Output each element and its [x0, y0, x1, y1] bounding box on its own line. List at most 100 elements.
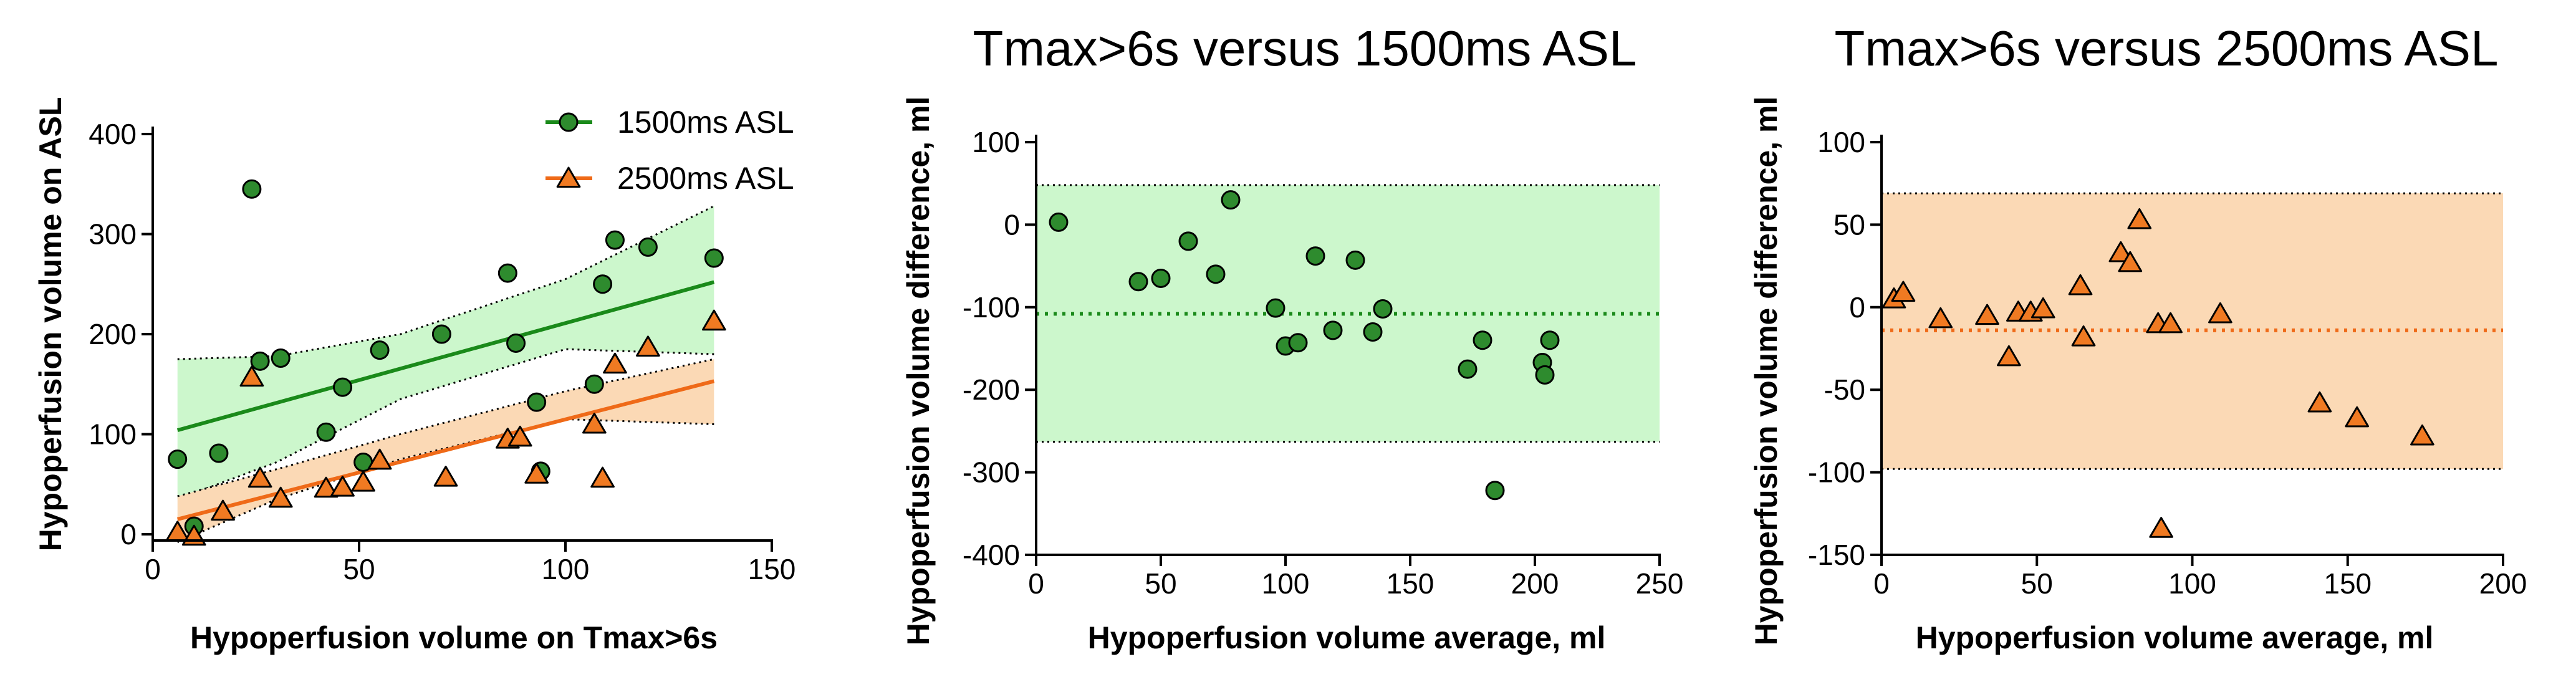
point-2500ms — [524, 463, 549, 484]
data-point — [1178, 231, 1198, 251]
band-2500ms — [177, 359, 714, 542]
limits-of-agreement-band — [1882, 193, 2503, 469]
data-point — [2031, 297, 2055, 319]
limits-of-agreement-band — [1036, 185, 1660, 442]
y-tick-label: 50 — [1833, 208, 1865, 241]
band-upper-edge — [177, 358, 714, 497]
data-point — [1535, 365, 1555, 385]
x-axis-label: Hypoperfusion volume average, ml — [1088, 620, 1606, 655]
x-tick-label: 200 — [1511, 567, 1559, 600]
x-tick-label: 150 — [748, 553, 796, 585]
point-2500ms — [211, 499, 235, 521]
data-point — [1485, 481, 1505, 501]
agreement-band — [1036, 185, 1660, 442]
data-point — [2307, 391, 2332, 413]
y-tick-label: -100 — [1808, 456, 1865, 489]
agreement-band — [1882, 193, 2503, 469]
point-2500ms — [433, 466, 458, 487]
point-1500ms — [605, 230, 625, 250]
x-tick-label: 50 — [1145, 567, 1176, 600]
data-point — [1891, 281, 1916, 302]
x-tick-label: 100 — [2168, 567, 2216, 600]
band-1500ms — [177, 206, 714, 499]
point-2500ms — [367, 448, 392, 470]
point-2500ms — [636, 335, 660, 357]
y-tick-label: 300 — [89, 218, 137, 251]
legend-symbol — [559, 112, 579, 132]
data-point — [1323, 320, 1343, 340]
data-point — [1305, 246, 1325, 266]
panel-bland-altman-1500ms: Tmax>6s versus 1500ms ASL 0 50 100 150 200 25… — [901, 21, 1683, 655]
band-lower-edge — [177, 348, 714, 501]
y-tick-label: 100 — [89, 418, 137, 451]
y-tick-label: -150 — [1808, 539, 1865, 571]
data-point — [2108, 241, 2133, 262]
data-point — [1206, 264, 1226, 284]
data-point — [1266, 298, 1286, 318]
x-tick-label: 150 — [1387, 567, 1435, 600]
point-2500ms — [268, 486, 293, 508]
legend-label-1500ms: 1500ms ASL — [617, 105, 794, 140]
regression-lines — [176, 280, 715, 521]
y-axis-label: Hypoperfusion volume difference, ml — [1749, 97, 1784, 646]
point-2500ms — [701, 309, 726, 331]
point-1500ms — [638, 237, 658, 257]
regression-line-1500ms — [176, 280, 715, 432]
data-point — [1458, 359, 1478, 379]
x-tick-label: 0 — [145, 553, 161, 585]
data-point — [2127, 208, 2152, 229]
y-axis-label: Hypoperfusion volume on ASL — [33, 97, 68, 552]
tick-labels: 0 50 100 150 200 100 50 0 -50 -100 -150 — [1808, 126, 2527, 600]
point-1500ms — [242, 179, 262, 199]
point-1500ms — [209, 443, 229, 463]
y-tick-label: 100 — [1817, 126, 1865, 158]
y-tick-label: 0 — [1849, 291, 1865, 324]
point-2500ms — [239, 365, 264, 387]
data-point — [1128, 272, 1148, 292]
x-tick-label: 50 — [343, 553, 375, 585]
legend-marker-2500ms — [545, 166, 592, 188]
y-tick-label: -300 — [963, 456, 1020, 489]
legend-symbol — [556, 166, 581, 188]
data-point — [2208, 302, 2232, 324]
x-tick-label: 150 — [2324, 567, 2372, 600]
point-1500ms — [506, 333, 526, 353]
legend-label-2500ms: 2500ms ASL — [617, 161, 794, 196]
data-point — [1288, 333, 1308, 353]
data-point — [1928, 307, 1953, 329]
point-1500ms — [497, 263, 517, 283]
axes — [142, 127, 773, 552]
point-1500ms — [271, 348, 291, 368]
data-point — [2149, 517, 2173, 538]
point-1500ms — [704, 248, 724, 268]
point-2500ms — [330, 476, 355, 497]
point-1500ms — [370, 340, 390, 360]
point-2500ms — [248, 466, 272, 488]
x-tick-label: 200 — [2479, 567, 2527, 600]
y-tick-label: 100 — [972, 126, 1020, 158]
data-point — [1473, 330, 1492, 350]
data-point — [1151, 268, 1171, 288]
point-1500ms — [431, 324, 451, 344]
panel-bland-altman-2500ms: Tmax>6s versus 2500ms ASL 0 50 100 150 200 10… — [1749, 21, 2527, 655]
data-point — [1221, 190, 1241, 210]
point-2500ms — [314, 476, 339, 498]
data-point — [2071, 325, 2096, 347]
point-2500ms — [590, 466, 615, 488]
x-axis-label: Hypoperfusion volume on Tmax>6s — [190, 620, 718, 655]
tick-labels: 0 50 100 150 200 250 100 0 -100 -200 -300 -400 — [963, 126, 1683, 600]
point-2500ms — [507, 425, 532, 447]
data-points — [1882, 208, 2434, 538]
panel-title-1500ms: Tmax>6s versus 1500ms ASL — [973, 21, 1637, 76]
x-tick-label: 0 — [1873, 567, 1890, 600]
point-1500ms — [316, 422, 336, 442]
panel-scatter-regression: 0 50 100 150 0 100 200 300 400 Hypoperfusion vol… — [33, 97, 795, 655]
axes — [1870, 135, 2504, 566]
tick-labels: 0 50 100 150 0 100 200 300 400 — [89, 118, 795, 585]
point-1500ms — [527, 392, 547, 412]
point-1500ms — [584, 374, 604, 394]
y-tick-label: -100 — [963, 291, 1020, 324]
data-point — [1975, 304, 1999, 325]
